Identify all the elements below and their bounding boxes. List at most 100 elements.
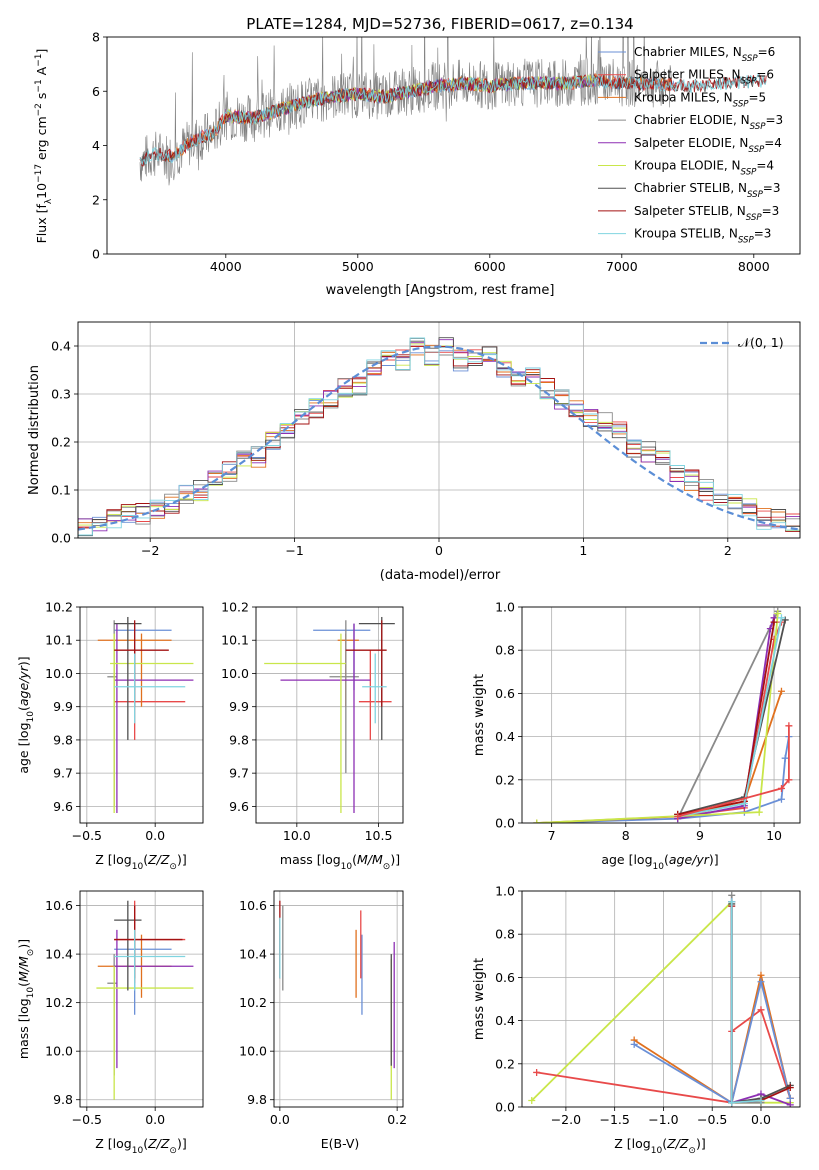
weight-marker (757, 978, 765, 986)
y-tick-label: 9.8 (247, 1092, 267, 1107)
age-vs-mass-axes: 10.0 10.5 9.6 9.7 9.8 9.9 10.0 10.1 10.2 (221, 600, 404, 843)
weight-marker (755, 808, 763, 816)
plot-area (139, 37, 767, 186)
x-tick-label: 10.5 (365, 828, 393, 843)
spectrum-axes: 4000 5000 6000 7000 8000 0 2 4 6 8 (92, 30, 801, 274)
x-axis-label: Z [log10(Z/Z⊙)] (95, 852, 186, 872)
weight-marker (777, 687, 785, 695)
y-tick-label: 0.6 (495, 970, 515, 985)
weight-marker (777, 784, 785, 792)
y-tick-label: 6 (92, 84, 100, 99)
x-axis-label: (data-model)/error (380, 568, 501, 583)
x-tick-label: −1 (285, 543, 303, 558)
weight-marker (757, 1006, 765, 1014)
x-tick-label: 0.0 (270, 1112, 290, 1127)
weight-marker (786, 1094, 794, 1102)
legend-entry: Salpeter ELODIE, NSSP=4 (634, 136, 782, 155)
weight-line (677, 617, 775, 820)
y-tick-label: 10.0 (45, 666, 73, 681)
weight-marker (781, 754, 789, 762)
axes-frame (79, 890, 204, 1108)
plot-area (97, 616, 194, 814)
histogram-axes: −2 −1 0 1 2 0.0 0.1 0.2 0.3 0.4 (51, 321, 801, 558)
x-axis-label: wavelength [Angstrom, rest frame] (326, 283, 555, 298)
chart-title: PLATE=1284, MJD=52736, FIBERID=0617, z=0… (246, 15, 633, 33)
y-tick-label: 9.6 (229, 799, 249, 814)
y-axis-label: age [log10(age/yr)] (16, 656, 36, 773)
y-tick-label: 1.0 (495, 884, 515, 899)
plot-area (264, 616, 395, 814)
plot-area (78, 337, 800, 538)
y-tick-label: 0.2 (51, 435, 71, 450)
x-tick-label: 6000 (474, 259, 506, 274)
x-axis-label: age [log10(age/yr)] (601, 852, 718, 872)
weight-marker (674, 813, 682, 821)
y-tick-label: 9.9 (229, 699, 249, 714)
x-axis-label: mass [log10(M/M⊙)] (280, 852, 400, 872)
weight-line (536, 736, 790, 823)
x-tick-label: 0.0 (145, 1112, 165, 1127)
weight-marker (774, 609, 782, 617)
legend-entry: 𝒩(0, 1) (738, 335, 784, 350)
legend-entry: Chabrier STELIB, NSSP=3 (634, 181, 781, 200)
weight-marker (786, 1084, 794, 1092)
weight-line (633, 981, 792, 1105)
weight-marker (533, 1068, 541, 1076)
x-tick-label: −2 (141, 543, 159, 558)
weight-marker (777, 795, 785, 803)
y-tick-label: 0.6 (495, 686, 515, 701)
legend-entry: Kroupa STELIB, NSSP=3 (634, 227, 771, 246)
weight-marker (786, 1101, 794, 1107)
x-tick-label: 0 (435, 543, 443, 558)
y-tick-label: 10.6 (45, 898, 73, 913)
weight-line (531, 899, 791, 1104)
y-tick-label: 10.1 (45, 633, 73, 648)
y-tick-label: 10.4 (239, 947, 267, 962)
y-axis-label: mass [log10(M/M⊙)] (16, 939, 36, 1059)
y-tick-label: 0.2 (495, 772, 515, 787)
y-tick-label: 9.9 (53, 699, 73, 714)
mass-vs-ebv-axes: 0.0 0.2 9.8 10.0 10.2 10.4 10.6 (239, 890, 407, 1127)
weight-marker (728, 1099, 736, 1107)
legend-entry: Kroupa ELODIE, NSSP=4 (634, 159, 774, 178)
y-tick-label: 9.8 (229, 732, 249, 747)
normal-curve (78, 345, 800, 531)
y-tick-label: 0.4 (51, 339, 71, 354)
weight-vs-Z-axes: −2.0 −1.5 −1.0 −0.5 0.0 0.0 0.2 0.4 0.6 0.8 1.0 (495, 884, 801, 1127)
weight-marker (728, 891, 736, 899)
y-tick-label: 2 (92, 192, 100, 207)
weight-marker (757, 1097, 765, 1105)
x-tick-label: 7 (548, 828, 556, 843)
weight-line (676, 610, 779, 820)
weight-line (677, 725, 790, 818)
x-tick-label: 2 (724, 543, 732, 558)
y-axis-label: Normed distribution (27, 365, 42, 495)
model-spectrum-line (139, 73, 767, 166)
weight-marker (740, 800, 748, 808)
x-tick-label: −1.0 (648, 1112, 678, 1127)
y-tick-label: 0.4 (495, 1013, 515, 1028)
y-tick-label: 0.1 (51, 483, 71, 498)
weight-marker (781, 616, 789, 624)
weight-marker (728, 898, 736, 906)
weight-marker (770, 618, 778, 626)
y-tick-label: 10.6 (239, 898, 267, 913)
axes-frame (255, 606, 404, 824)
y-tick-label: 9.8 (53, 732, 73, 747)
y-tick-label: 9.7 (229, 766, 249, 781)
legend-entry: Chabrier MILES, NSSP=6 (634, 45, 775, 64)
legend-entry: Salpeter MILES, NSSP=6 (634, 68, 774, 87)
y-axis-label: mass weight (472, 674, 487, 756)
axes-frame (521, 890, 801, 1108)
x-tick-label: 8 (622, 828, 630, 843)
y-tick-label: 10.0 (239, 1044, 267, 1059)
x-tick-label: 10.0 (283, 828, 311, 843)
y-axis-label: Flux [fλ10−17 erg cm−2 s−1 A−1] (34, 49, 54, 244)
mass-vs-Z-axes: −0.5 0.0 9.8 10.0 10.2 10.4 10.6 (45, 890, 204, 1127)
y-tick-label: 0 (92, 247, 100, 262)
x-tick-label: −0.5 (72, 828, 102, 843)
x-tick-label: 0.0 (751, 1112, 771, 1127)
x-tick-label: 9 (696, 828, 704, 843)
